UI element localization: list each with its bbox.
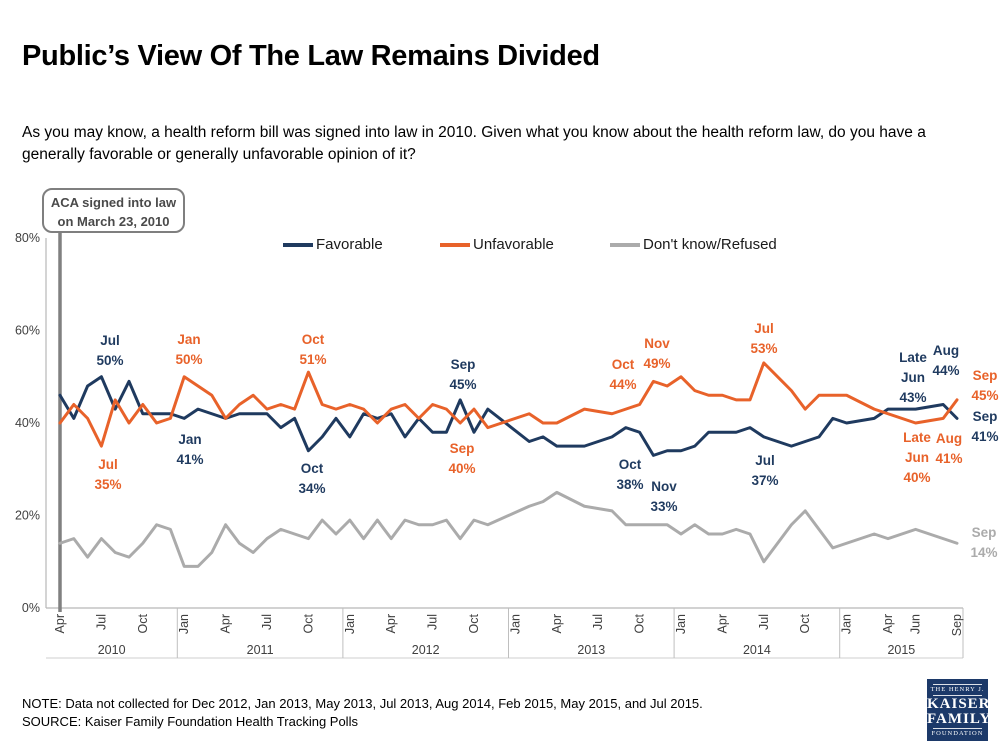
logo-foundation: FOUNDATION [931, 730, 984, 737]
survey-question-text: As you may know, a health reform bill wa… [22, 124, 926, 164]
year-label: 2014 [743, 643, 771, 657]
aca-callout-line1: ACA signed into law [50, 195, 177, 210]
aca-callout: ACA signed into law on March 23, 2010 [42, 188, 185, 233]
note-text: NOTE: Data not collected for Dec 2012, J… [22, 696, 703, 711]
don-t-know-refused-line [58, 490, 959, 568]
logo-henry-j: THE HENRY J. [930, 686, 985, 693]
year-label: 2010 [98, 643, 126, 657]
month-tick-label: Jan [343, 614, 357, 634]
legend-item-favorable: Favorable [283, 236, 383, 253]
month-tick-label: Sep [950, 614, 964, 636]
year-label: 2013 [577, 643, 605, 657]
month-tick-label: Oct [301, 613, 315, 633]
month-tick-label: Jul [757, 614, 771, 630]
month-tick-label: Oct [798, 613, 812, 633]
month-tick-label: Apr [881, 614, 895, 633]
dontknow-line-swatch [610, 242, 640, 247]
year-label: 2012 [412, 643, 440, 657]
month-tick-label: Apr [550, 614, 564, 633]
month-tick-label: Jan [508, 614, 522, 634]
logo-family: FAMILY [927, 711, 992, 727]
month-tick-label: Apr [715, 614, 729, 633]
year-label: 2011 [247, 643, 274, 657]
y-tick-label: 60% [15, 324, 40, 338]
month-tick-label: Jan [674, 614, 688, 634]
legend-label-unfavorable: Unfavorable [473, 236, 554, 253]
year-label: 2015 [887, 643, 915, 657]
y-tick-label: 0% [22, 601, 40, 615]
logo-kaiser: KAISER [927, 696, 991, 712]
aca-callout-line2: on March 23, 2010 [57, 214, 170, 229]
month-tick-label: Apr [384, 614, 398, 633]
month-tick-label: Oct [136, 613, 150, 633]
unfavorable-line [58, 361, 959, 448]
y-tick-label: 40% [15, 416, 40, 430]
month-tick-label: Oct [467, 613, 481, 633]
logo-rule [933, 684, 982, 685]
y-tick-label: 20% [15, 509, 40, 523]
source-text: SOURCE: Kaiser Family Foundation Health … [22, 714, 358, 729]
legend-item-dontknow: Don't know/Refused [610, 236, 777, 253]
month-tick-label: Oct [633, 613, 647, 633]
kff-logo: THE HENRY J. KAISER FAMILY FOUNDATION [927, 679, 992, 741]
month-tick-label: Jul [260, 614, 274, 630]
page-title: Public’s View Of The Law Remains Divided [22, 40, 600, 72]
month-tick-label: Jan [177, 614, 191, 634]
logo-rule [933, 728, 982, 729]
unfavorable-line-swatch [440, 242, 470, 247]
month-tick-label: Jul [426, 614, 440, 630]
legend-item-unfavorable: Unfavorable [440, 236, 554, 253]
month-tick-label: Apr [219, 614, 233, 633]
month-tick-label: Jul [94, 614, 108, 630]
month-tick-label: Jun [909, 614, 923, 634]
month-tick-label: Apr [53, 614, 67, 633]
legend-label-dontknow: Don't know/Refused [643, 236, 777, 253]
legend-label-favorable: Favorable [316, 236, 383, 253]
month-tick-label: Jul [591, 614, 605, 630]
y-tick-label: 80% [15, 231, 40, 245]
month-tick-label: Jan [840, 614, 854, 634]
logo-rule [933, 695, 982, 696]
favorable-line [58, 375, 959, 457]
favorable-line-swatch [283, 242, 313, 247]
